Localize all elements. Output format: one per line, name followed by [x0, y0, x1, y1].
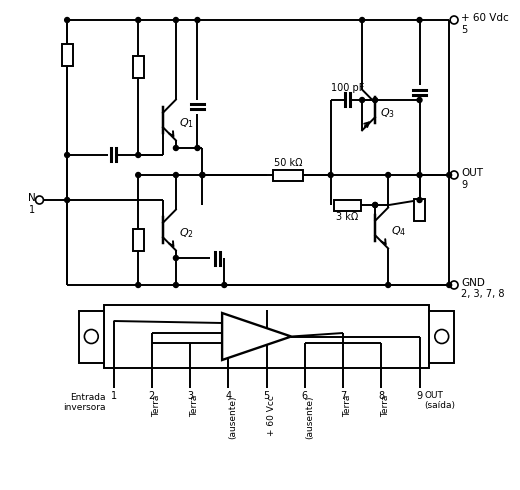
Circle shape	[174, 255, 178, 261]
Circle shape	[200, 172, 205, 177]
Circle shape	[417, 98, 422, 102]
Text: Terra: Terra	[381, 395, 391, 417]
Circle shape	[417, 197, 422, 202]
Text: 100 pF: 100 pF	[331, 83, 364, 93]
Text: 3 kΩ: 3 kΩ	[336, 212, 359, 222]
Circle shape	[328, 172, 333, 177]
Text: + 60 Vdc: + 60 Vdc	[461, 13, 509, 23]
Text: Terra: Terra	[190, 395, 199, 417]
Text: $Q_1$: $Q_1$	[179, 116, 194, 130]
Text: 2, 3, 7, 8: 2, 3, 7, 8	[461, 289, 504, 299]
Circle shape	[136, 18, 141, 23]
Circle shape	[447, 283, 452, 288]
Text: 8: 8	[378, 391, 384, 401]
Circle shape	[136, 172, 141, 177]
Text: 1: 1	[110, 391, 116, 401]
Bar	[334, 199, 361, 211]
Circle shape	[222, 283, 227, 288]
Text: (ausente): (ausente)	[228, 395, 237, 439]
Circle shape	[360, 98, 365, 102]
Circle shape	[386, 172, 391, 177]
Circle shape	[417, 18, 422, 23]
Circle shape	[195, 18, 200, 23]
Bar	[414, 199, 425, 221]
Bar	[103, 305, 430, 368]
Text: (ausente): (ausente)	[305, 395, 314, 439]
Circle shape	[373, 202, 378, 207]
Circle shape	[450, 171, 458, 179]
Circle shape	[435, 329, 449, 343]
Circle shape	[174, 146, 178, 150]
Circle shape	[450, 281, 458, 289]
Text: 5: 5	[264, 391, 270, 401]
Text: GND: GND	[461, 278, 485, 288]
Text: N: N	[28, 193, 35, 203]
Polygon shape	[222, 313, 291, 360]
Text: $Q_4$: $Q_4$	[391, 224, 407, 238]
Circle shape	[64, 18, 70, 23]
Text: OUT: OUT	[461, 168, 483, 178]
Circle shape	[174, 172, 178, 177]
Circle shape	[174, 18, 178, 23]
Text: 3: 3	[187, 391, 193, 401]
Text: Terra: Terra	[343, 395, 352, 417]
Circle shape	[373, 202, 378, 207]
Circle shape	[174, 283, 178, 288]
Text: 7: 7	[340, 391, 346, 401]
Circle shape	[386, 283, 391, 288]
Text: $Q_2$: $Q_2$	[179, 226, 194, 240]
Text: 4: 4	[225, 391, 231, 401]
Text: 5: 5	[461, 25, 467, 35]
Text: + 60 Vcc: + 60 Vcc	[267, 395, 276, 436]
Circle shape	[64, 152, 70, 157]
Circle shape	[84, 329, 98, 343]
Circle shape	[200, 172, 205, 177]
Text: Entrada
inversora: Entrada inversora	[63, 393, 106, 413]
Circle shape	[136, 152, 141, 157]
Bar	[133, 56, 144, 78]
Bar	[79, 311, 103, 363]
Circle shape	[35, 196, 44, 204]
Circle shape	[450, 16, 458, 24]
Bar	[133, 229, 144, 251]
Text: OUT
(saída): OUT (saída)	[424, 391, 456, 411]
Circle shape	[195, 146, 200, 150]
Bar	[430, 311, 454, 363]
Text: Terra: Terra	[152, 395, 161, 417]
Text: 50 kΩ: 50 kΩ	[274, 158, 303, 168]
Circle shape	[447, 172, 452, 177]
Circle shape	[373, 98, 378, 102]
Circle shape	[417, 172, 422, 177]
Text: 6: 6	[302, 391, 308, 401]
Circle shape	[64, 197, 70, 202]
Circle shape	[360, 18, 365, 23]
Bar	[274, 170, 303, 180]
Text: 1: 1	[30, 205, 35, 215]
Bar	[62, 44, 73, 66]
Text: 9: 9	[461, 180, 467, 190]
Text: $Q_3$: $Q_3$	[380, 106, 395, 120]
Text: 9: 9	[417, 391, 423, 401]
Circle shape	[136, 283, 141, 288]
Text: 2: 2	[149, 391, 155, 401]
